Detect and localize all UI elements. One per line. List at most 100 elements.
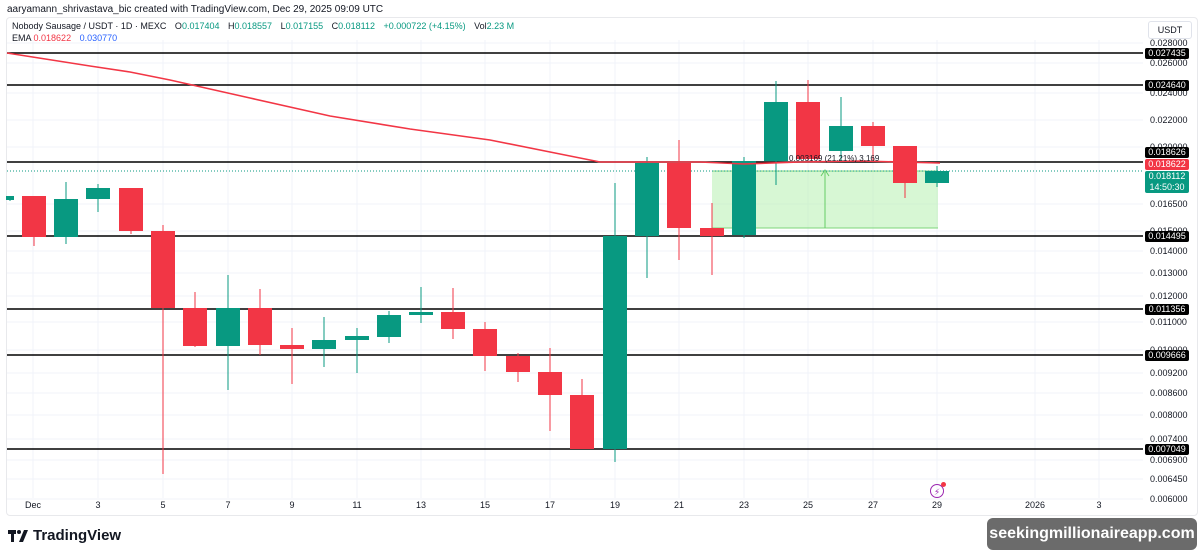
candle-body[interactable] [635,163,659,236]
time-axis[interactable]: Dec 3 5 7 9 11 13 15 17 19 21 23 25 27 29 2026 3 [7,498,1145,514]
price-tick-label: 0.016500 [1150,199,1188,209]
price-tick-label: 0.026000 [1150,58,1188,68]
ema-line[interactable] [6,52,941,165]
price-tick-label: 0.007400 [1150,434,1188,444]
candle-body[interactable] [119,188,143,231]
candle-body[interactable] [6,196,14,200]
tradingview-logo-text: TradingView [33,527,122,544]
ema-value-2: 0.030770 [79,33,118,43]
candle-body[interactable] [86,188,110,199]
candle-body[interactable] [151,231,175,308]
price-tick-label: 0.024000 [1150,88,1188,98]
time-tick-label: 5 [160,500,166,510]
ema-value-1: 0.018622 [33,33,72,43]
candle-body[interactable] [409,312,433,315]
open-label: O [174,21,182,31]
high-value: 0.018557 [234,21,273,31]
current-price-value: 0.018112 [1148,171,1186,181]
price-tick-label: 0.008000 [1150,410,1188,420]
level-price-tag: 0.007049 [1145,444,1189,455]
candle-body[interactable] [667,163,691,228]
open-value: 0.017404 [181,21,220,31]
level-price-tag: 0.011356 [1145,304,1189,315]
price-tick-label: 0.013000 [1150,268,1188,278]
low-value: 0.017155 [285,21,324,31]
level-price-tag: 0.024640 [1145,80,1189,91]
symbol-title[interactable]: Nobody Sausage / USDT · 1D · MEXC [12,21,167,31]
time-tick-label: 27 [867,500,879,510]
chart-credit: aaryamann_shrivastava_bic created with T… [7,4,384,15]
time-tick-label: 23 [738,500,750,510]
candle-body[interactable] [861,126,885,146]
site-watermark: seekingmillionaireapp.com [987,518,1197,550]
candle-body[interactable] [925,171,949,183]
tradingview-logo-icon [8,529,28,542]
candle-body[interactable] [893,146,917,183]
candle-body[interactable] [732,161,756,235]
vol-value: 2.23 M [486,21,515,31]
tradingview-logo: TradingView [8,527,121,544]
close-value: 0.018112 [338,21,376,31]
price-tick-label: 0.014000 [1150,246,1188,256]
ema-price-tag: 0.018622 [1145,159,1189,170]
candle-body[interactable] [441,312,465,329]
time-tick-label: 11 [352,500,362,510]
time-tick-label: 21 [673,500,685,510]
price-tick-label: 0.006450 [1150,474,1188,484]
bar-countdown: 14:50:30 [1149,182,1185,192]
candle-body[interactable] [506,356,530,372]
high-label: H [228,21,235,31]
current-price-tag: 0.018112 14:50:30 [1145,171,1189,193]
candle-body[interactable] [829,126,853,151]
candle-body[interactable] [216,308,240,346]
candle-body[interactable] [700,228,724,236]
candle-body[interactable] [570,395,594,449]
currency-label[interactable]: USDT [1148,21,1192,39]
candle-body[interactable] [764,102,788,161]
time-tick-label: 2026 [1024,500,1046,510]
price-tick-label: 0.028000 [1150,38,1188,48]
level-price-tag: 0.014495 [1145,231,1189,242]
ema-row[interactable]: EMA 0.018622 0.030770 [12,32,520,44]
price-tick-label: 0.009200 [1150,368,1188,378]
time-tick-label: 15 [479,500,491,510]
measure-tool-label: 0.003169 (21.21%) 3,169 [789,154,880,163]
ohlc-row: Nobody Sausage / USDT · 1D · MEXC O0.017… [12,20,520,32]
price-tick-label: 0.011000 [1150,317,1187,327]
low-label: L [280,21,286,31]
candle-body[interactable] [603,236,627,449]
time-tick-label: 17 [544,500,556,510]
measure-arrow-icon [820,169,830,177]
candle-body[interactable] [796,102,820,159]
candle-body[interactable] [22,196,46,237]
time-tick-label: 7 [225,500,231,510]
time-tick-label: 19 [609,500,621,510]
candle-body[interactable] [345,336,369,340]
time-tick-label: 3 [1096,500,1102,510]
price-tick-label: 0.022000 [1150,115,1188,125]
lightning-event-icon[interactable]: ⚡ [930,482,946,498]
symbol-legend: Nobody Sausage / USDT · 1D · MEXC O0.017… [12,20,520,44]
vol-label: Vol [474,21,487,31]
candle-body[interactable] [312,340,336,349]
candle-body[interactable] [248,308,272,345]
chart-frame[interactable] [6,17,1198,516]
time-tick-label: 29 [931,500,943,510]
price-tick-label: 0.012000 [1150,291,1188,301]
candle-body[interactable] [473,329,497,356]
candle-body[interactable] [538,372,562,395]
time-tick-label: 9 [289,500,295,510]
candle-body[interactable] [183,308,207,346]
time-tick-label: Dec [24,500,42,510]
price-tick-label: 0.008600 [1150,388,1188,398]
candle-body[interactable] [280,345,304,349]
price-tick-label: 0.006000 [1150,494,1188,504]
time-tick-label: 13 [415,500,427,510]
change-value: +0.000722 (+4.15%) [383,21,466,31]
time-tick-label: 3 [95,500,101,510]
candle-body[interactable] [54,199,78,237]
time-tick-label: 25 [802,500,814,510]
candle-body[interactable] [377,315,401,337]
price-tick-label: 0.006900 [1150,455,1188,465]
